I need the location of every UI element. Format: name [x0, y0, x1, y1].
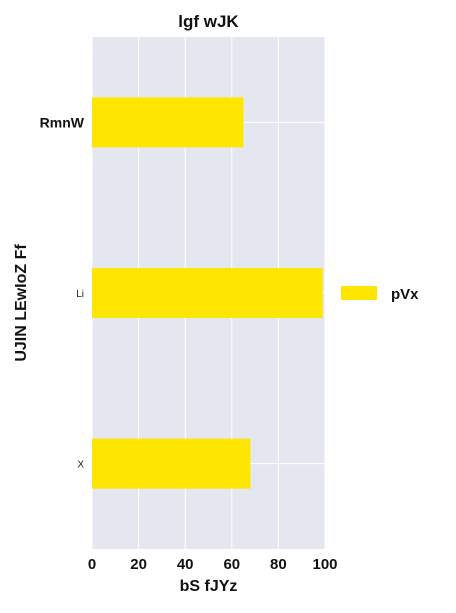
y-tick-labels: RmnW Li X [40, 114, 85, 470]
x-tick-label: 0 [88, 556, 96, 573]
x-tick-label: 80 [270, 556, 287, 573]
bar-rmnw [92, 97, 244, 148]
legend-label: pVx [391, 286, 419, 303]
y-tick-label: X [77, 460, 84, 471]
x-tick-label: 60 [223, 556, 240, 573]
bars [92, 97, 323, 489]
legend-swatch [341, 286, 377, 300]
x-tick-label: 20 [130, 556, 147, 573]
bar-x [92, 438, 251, 489]
y-tick-label: Li [76, 289, 84, 300]
y-tick-label: RmnW [40, 114, 85, 130]
y-axis-label: UJIN LEwIoZ Ff [13, 244, 30, 362]
chart-title: lgf wJK [178, 12, 239, 31]
legend: pVx [341, 286, 419, 303]
x-axis-label: bS fJYz [180, 578, 238, 595]
x-tick-labels: 0 20 40 60 80 100 [88, 556, 338, 573]
x-tick-label: 40 [177, 556, 194, 573]
x-tick-label: 100 [312, 556, 337, 573]
bar-li [92, 268, 323, 318]
